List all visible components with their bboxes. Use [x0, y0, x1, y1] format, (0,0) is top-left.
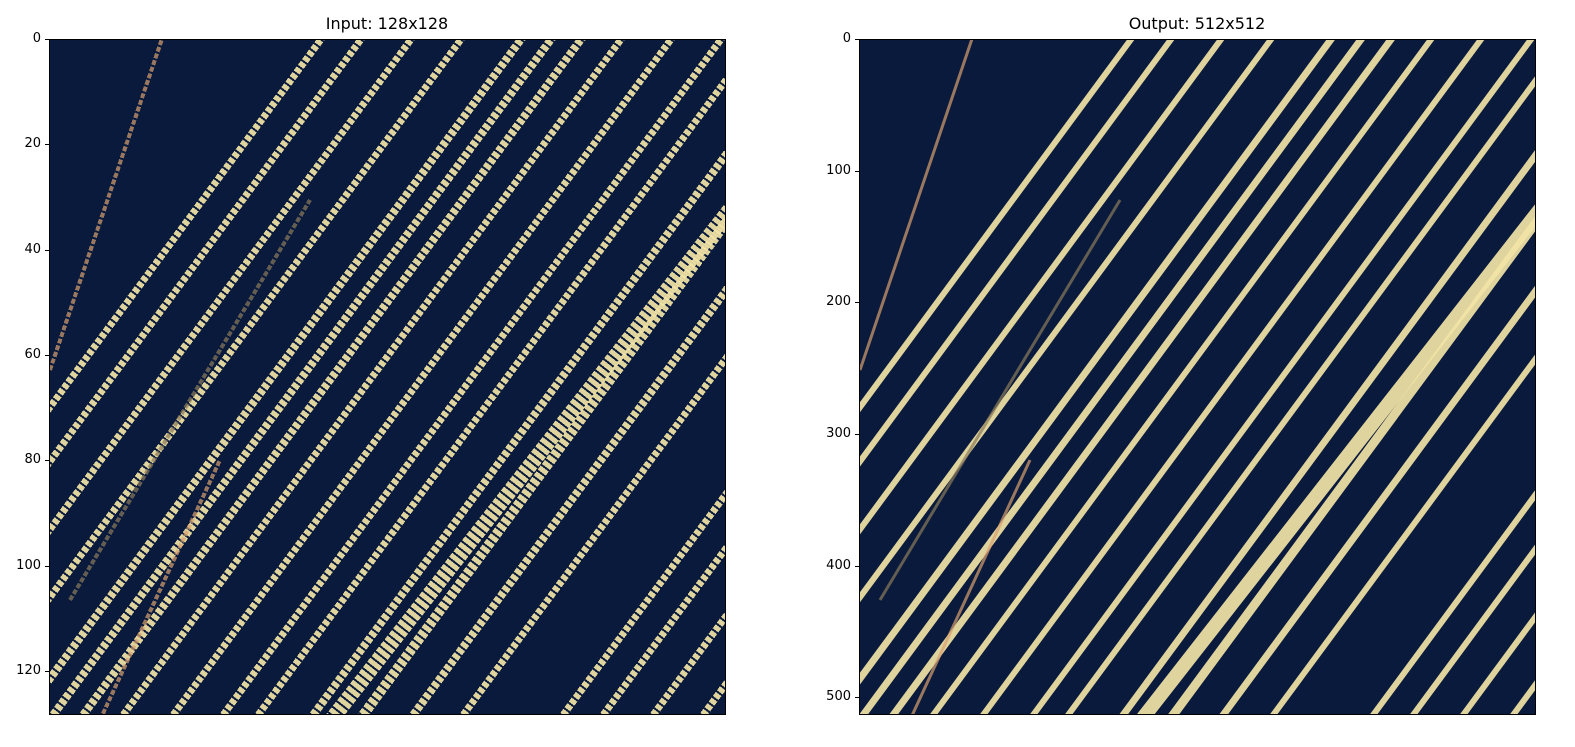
output-panel-title: Output: 512x512 — [859, 14, 1535, 33]
y-tick-mark — [855, 302, 859, 303]
y-tick-mark — [855, 171, 859, 172]
y-tick-label: 40 — [1, 242, 41, 257]
y-tick-label: 60 — [1, 347, 41, 362]
y-tick-label: 100 — [811, 163, 851, 178]
y-tick-mark — [855, 39, 859, 40]
y-tick-label: 120 — [1, 663, 41, 678]
y-tick-label: 80 — [1, 452, 41, 467]
y-tick-mark — [855, 566, 859, 567]
y-tick-label: 20 — [1, 136, 41, 151]
y-tick-mark — [855, 434, 859, 435]
input-panel: Input: 128x128 0 20 40 60 80 100 120 — [0, 0, 760, 747]
output-image-canvas — [860, 40, 1535, 714]
y-tick-label: 100 — [1, 558, 41, 573]
input-panel-title: Input: 128x128 — [49, 14, 725, 33]
y-tick-mark — [45, 144, 49, 145]
y-tick-mark — [45, 355, 49, 356]
output-panel: Output: 512x512 0 100 200 300 400 500 — [760, 0, 1575, 747]
y-tick-label: 500 — [811, 689, 851, 704]
input-image — [49, 39, 726, 715]
y-tick-label: 300 — [811, 426, 851, 441]
y-tick-mark — [855, 697, 859, 698]
input-image-canvas — [50, 40, 725, 714]
y-tick-label: 0 — [811, 31, 851, 46]
y-tick-mark — [45, 39, 49, 40]
y-tick-mark — [45, 671, 49, 672]
y-tick-label: 400 — [811, 558, 851, 573]
y-tick-label: 0 — [1, 31, 41, 46]
y-tick-mark — [45, 460, 49, 461]
y-tick-mark — [45, 250, 49, 251]
y-tick-label: 200 — [811, 294, 851, 309]
output-image — [859, 39, 1536, 715]
y-tick-mark — [45, 566, 49, 567]
